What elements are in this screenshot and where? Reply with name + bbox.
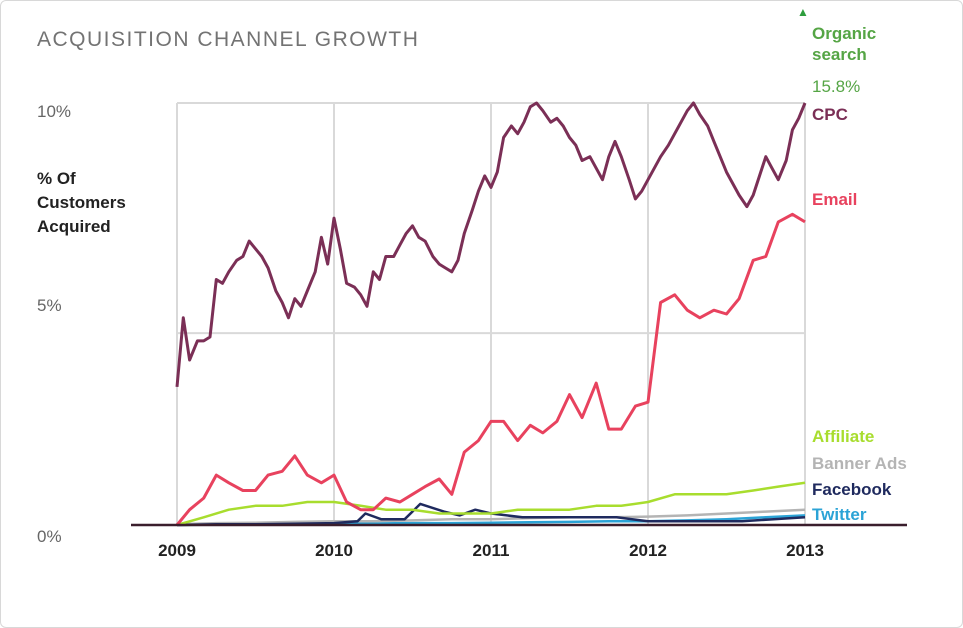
legend-label-banner-ads: Banner Ads: [812, 454, 907, 473]
legend-label-cpc: CPC: [812, 105, 848, 124]
y-tick-label: 0%: [37, 527, 62, 546]
legend-label-twitter: Twitter: [812, 505, 867, 524]
series-line-affiliate: [176, 481, 806, 527]
series-line-banner-ads: [176, 508, 806, 526]
series-line-email: [175, 212, 806, 526]
series-line-cpc: [175, 101, 807, 388]
x-tick-label: 2010: [315, 541, 353, 560]
y-axis-title: % Of Customers Acquired: [37, 169, 126, 236]
legend-label-facebook: Facebook: [812, 480, 892, 499]
y-tick-label: 5%: [37, 296, 62, 315]
legend-label-email: Email: [812, 190, 858, 209]
legend-label-organic-search: Organic search: [812, 24, 877, 64]
x-tick-label: 2013: [786, 541, 824, 560]
chart-title: ACQUISITION CHANNEL GROWTH: [37, 28, 420, 51]
x-tick-label: 2011: [472, 541, 510, 560]
organic-search-value: 15.8%: [812, 77, 861, 96]
y-tick-label: 10%: [37, 102, 72, 121]
legend-label-affiliate: Affiliate: [812, 427, 875, 446]
up-arrow-icon: ▲: [797, 5, 809, 19]
x-tick-label: 2012: [629, 541, 667, 560]
x-tick-label: 2009: [158, 541, 196, 560]
